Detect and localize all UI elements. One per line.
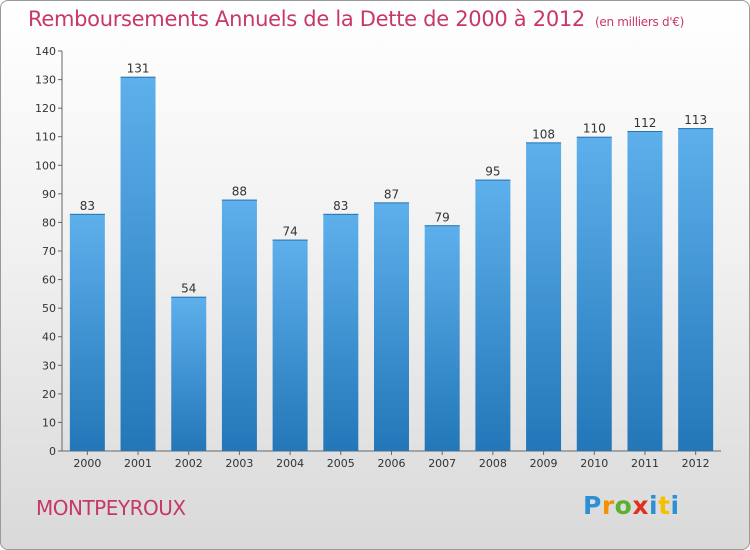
x-tick-label: 2008 xyxy=(479,457,507,470)
y-tick-label: 30 xyxy=(42,359,56,372)
y-tick-label: 0 xyxy=(49,445,56,458)
x-tick-label: 2004 xyxy=(276,457,304,470)
commune-name: MONTPEYROUX xyxy=(36,496,186,520)
value-label: 113 xyxy=(684,113,707,127)
chart-unit: (en milliers d'€) xyxy=(595,15,685,29)
x-tick-label: 2002 xyxy=(175,457,203,470)
x-tick-label: 2007 xyxy=(428,457,456,470)
y-tick-label: 130 xyxy=(35,74,56,87)
bar xyxy=(576,136,612,451)
y-tick-label: 120 xyxy=(35,102,56,115)
bar xyxy=(171,296,207,451)
y-tick-label: 90 xyxy=(42,188,56,201)
bar xyxy=(221,199,257,451)
proxiti-logo: Proxiti xyxy=(583,491,680,520)
value-label: 95 xyxy=(485,165,500,179)
y-tick-label: 10 xyxy=(42,416,56,429)
bar xyxy=(69,213,105,451)
y-tick-label: 80 xyxy=(42,216,56,229)
bar xyxy=(526,142,562,451)
y-tick-label: 60 xyxy=(42,274,56,287)
bar xyxy=(475,179,511,452)
y-tick-label: 140 xyxy=(35,45,56,58)
value-label: 74 xyxy=(282,225,297,239)
x-tick-label: 2000 xyxy=(73,457,101,470)
value-label: 88 xyxy=(232,185,247,199)
bar xyxy=(374,202,409,451)
value-label: 108 xyxy=(532,127,555,141)
chart-title: Remboursements Annuels de la Dette de 20… xyxy=(28,7,684,31)
value-label: 79 xyxy=(435,210,450,224)
x-tick-label: 2006 xyxy=(378,457,406,470)
value-label: 131 xyxy=(127,62,150,76)
y-tick-label: 40 xyxy=(42,331,56,344)
bar xyxy=(678,128,714,451)
bar xyxy=(627,131,663,451)
y-tick-label: 100 xyxy=(35,159,56,172)
value-label: 83 xyxy=(333,199,348,213)
x-tick-label: 2010 xyxy=(580,457,608,470)
bar xyxy=(323,213,359,451)
x-tick-label: 2005 xyxy=(327,457,355,470)
y-tick-label: 70 xyxy=(42,245,56,258)
y-tick-label: 110 xyxy=(35,131,56,144)
bar xyxy=(272,239,308,451)
x-tick-label: 2009 xyxy=(530,457,558,470)
value-label: 110 xyxy=(583,122,606,136)
value-label: 54 xyxy=(181,282,196,296)
x-tick-label: 2001 xyxy=(124,457,152,470)
x-tick-label: 2003 xyxy=(225,457,253,470)
value-label: 112 xyxy=(634,116,657,130)
y-tick-label: 50 xyxy=(42,302,56,315)
chart-title-text: Remboursements Annuels de la Dette de 20… xyxy=(28,7,585,31)
x-tick-label: 2011 xyxy=(631,457,659,470)
bar xyxy=(424,225,460,451)
value-label: 87 xyxy=(384,187,399,201)
y-tick-label: 20 xyxy=(42,388,56,401)
bar xyxy=(120,76,156,451)
value-label: 83 xyxy=(80,199,95,213)
x-tick-label: 2012 xyxy=(682,457,710,470)
